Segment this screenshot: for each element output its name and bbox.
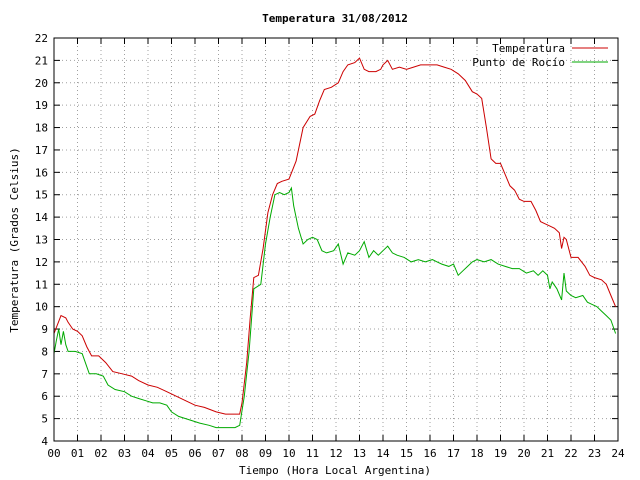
y-axis-ticks: 4 5 6 7 8 9 10 11 12 13 14 15 16 17 18 19 20 21 22: [35, 32, 618, 448]
y-tick-label: 7: [41, 368, 48, 381]
y-tick-label: 14: [35, 211, 49, 224]
x-tick-label: 22: [564, 447, 577, 460]
y-tick-label: 4: [41, 435, 48, 448]
x-tick-label: 07: [212, 447, 225, 460]
x-axis-label: Tiempo (Hora Local Argentina): [239, 464, 431, 477]
y-tick-label: 19: [35, 99, 48, 112]
x-tick-label: 05: [165, 447, 178, 460]
chart-title: Temperatura 31/08/2012: [262, 12, 408, 25]
x-axis-ticks: 00 01 02 03 04 05 06 07 08 09 10 11 12 13 14 15 16 17 18 19…: [47, 38, 625, 460]
x-tick-label: 03: [118, 447, 131, 460]
y-tick-label: 15: [35, 189, 48, 202]
x-tick-label: 08: [235, 447, 248, 460]
x-tick-label: 20: [517, 447, 530, 460]
x-tick-label: 16: [423, 447, 436, 460]
x-tick-label: 18: [470, 447, 483, 460]
y-tick-label: 21: [35, 54, 48, 67]
y-tick-label: 6: [41, 390, 48, 403]
data-series: [53, 57, 617, 429]
y-tick-label: 17: [35, 144, 48, 157]
y-axis-label: Temperatura (Grados Celsius): [8, 147, 21, 332]
legend-label-punto-de-rocio: Punto de Rocío: [472, 56, 565, 69]
x-tick-label: 19: [494, 447, 507, 460]
legend: Temperatura Punto de Rocío: [472, 42, 608, 69]
y-tick-label: 16: [35, 166, 48, 179]
y-tick-label: 8: [41, 345, 48, 358]
x-tick-label: 06: [188, 447, 201, 460]
y-tick-label: 12: [35, 256, 48, 269]
y-tick-label: 5: [41, 413, 48, 426]
x-tick-label: 23: [588, 447, 601, 460]
y-tick-label: 11: [35, 278, 48, 291]
x-tick-label: 00: [47, 447, 60, 460]
x-tick-label: 12: [329, 447, 342, 460]
x-tick-label: 10: [282, 447, 295, 460]
legend-label-temperatura: Temperatura: [492, 42, 565, 55]
y-tick-label: 20: [35, 77, 48, 90]
series-line-temperatura: [53, 57, 617, 415]
x-tick-label: 15: [400, 447, 413, 460]
x-tick-label: 02: [94, 447, 107, 460]
x-tick-label: 21: [541, 447, 554, 460]
series-line-punto-de-rocio: [53, 186, 617, 429]
x-tick-label: 14: [376, 447, 390, 460]
x-tick-label: 04: [141, 447, 155, 460]
x-tick-label: 01: [71, 447, 84, 460]
plot-border: [53, 37, 619, 442]
y-tick-label: 18: [35, 122, 48, 135]
y-tick-label: 9: [41, 323, 48, 336]
x-tick-label: 09: [259, 447, 272, 460]
x-tick-label: 13: [353, 447, 366, 460]
x-tick-label: 11: [306, 447, 319, 460]
y-tick-label: 13: [35, 234, 48, 247]
x-tick-label: 17: [447, 447, 460, 460]
y-tick-label: 10: [35, 301, 48, 314]
y-tick-label: 22: [35, 32, 48, 45]
x-tick-label: 24: [611, 447, 625, 460]
